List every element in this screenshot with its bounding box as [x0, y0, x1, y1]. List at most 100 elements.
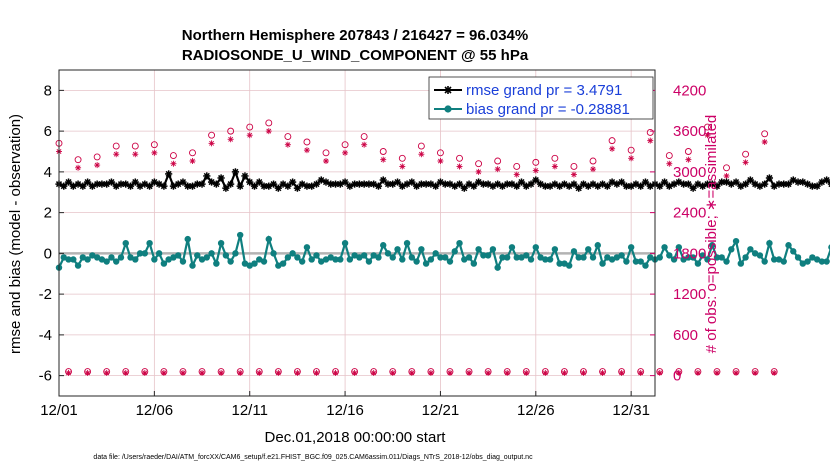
- obs-assimilated-marker: [389, 369, 396, 376]
- bias-point: [766, 239, 773, 247]
- bias-point: [618, 252, 625, 259]
- bias-point: [661, 244, 668, 251]
- obs-assimilated-marker: [599, 369, 606, 376]
- obs-assimilated-marker: [313, 369, 320, 376]
- obs-assimilated-marker: [752, 369, 759, 376]
- bias-point: [470, 260, 478, 267]
- bias-point: [341, 239, 349, 247]
- x-tick-label: 12/11: [232, 402, 268, 419]
- obs-possible-marker: [74, 156, 82, 164]
- bias-point: [303, 244, 311, 251]
- obs-possible-marker: [723, 164, 730, 172]
- obs-assimilated-marker: [713, 369, 720, 376]
- obs-assimilated-marker: [94, 162, 101, 169]
- obs-assimilated-marker: [694, 369, 701, 376]
- bias-point: [723, 258, 730, 265]
- obs-possible-marker: [227, 127, 235, 135]
- bias-point: [599, 260, 606, 267]
- bias-point: [236, 231, 244, 239]
- bias-point: [360, 252, 368, 259]
- bias-point: [694, 260, 702, 267]
- obs-assimilated-marker: [303, 147, 310, 154]
- obs-assimilated-marker: [637, 369, 644, 376]
- bias-point: [270, 250, 277, 257]
- bias-series: [55, 231, 830, 271]
- rmse-point: [660, 178, 669, 186]
- obs-possible-marker: [570, 162, 578, 170]
- bias-point: [279, 260, 287, 267]
- bias-point: [508, 244, 516, 251]
- rmse-point: [107, 178, 116, 186]
- bias-point: [227, 258, 234, 265]
- bias-point: [403, 239, 411, 247]
- obs-assimilated-marker: [704, 132, 711, 139]
- obs-possible-marker: [627, 146, 635, 154]
- obs-assimilated-marker: [323, 158, 330, 165]
- right-tick-label: 3000: [673, 164, 706, 181]
- bias-point: [427, 256, 435, 263]
- obs-assimilated-marker: [513, 171, 520, 178]
- bias-point: [718, 254, 725, 261]
- rmse-point: [713, 182, 721, 190]
- obs-possible-marker: [246, 123, 254, 131]
- rmse-point: [570, 180, 578, 188]
- bias-point: [289, 250, 296, 257]
- rmse-point: [274, 184, 282, 192]
- bias-point: [742, 254, 749, 261]
- rmse-point: [393, 178, 402, 186]
- rmse-point: [131, 178, 139, 186]
- rmse-point: [203, 172, 211, 180]
- obs-possible-marker: [551, 154, 559, 162]
- rmse-point: [541, 182, 549, 190]
- chart-title-line2: RADIOSONDE_U_WIND_COMPONENT @ 55 hPa: [182, 47, 529, 64]
- obs-assimilated-marker: [609, 145, 616, 152]
- x-tick-label: 12/06: [136, 402, 174, 419]
- bias-point: [418, 246, 425, 253]
- rmse-point: [746, 176, 754, 184]
- obs-assimilated-marker: [418, 151, 425, 158]
- rmse-point: [246, 178, 254, 186]
- obs-possible-marker: [208, 131, 216, 139]
- rmse-point: [575, 184, 583, 192]
- rmse-point: [126, 182, 135, 190]
- rmse-point: [236, 182, 244, 190]
- obs-assimilated-marker: [723, 172, 730, 179]
- obs-assimilated-marker: [332, 369, 339, 376]
- rmse-point: [241, 172, 249, 180]
- obs-assimilated-marker: [256, 369, 263, 376]
- obs-possible-marker: [742, 150, 750, 158]
- obs-assimilated-marker: [656, 369, 663, 376]
- bias-point: [627, 244, 635, 251]
- obs-assimilated-marker: [237, 369, 244, 376]
- bias-point: [761, 258, 768, 265]
- obs-assimilated-marker: [761, 138, 768, 145]
- bias-point: [394, 246, 401, 253]
- obs-possible-marker: [93, 153, 101, 161]
- bias-point: [780, 258, 787, 265]
- bias-point: [675, 244, 683, 251]
- obs-possible-marker: [703, 123, 711, 131]
- bias-point: [103, 258, 110, 265]
- bias-point: [298, 258, 306, 265]
- rmse-point: [784, 180, 793, 188]
- rmse-point: [823, 176, 830, 184]
- bias-point: [685, 254, 692, 261]
- bias-point: [532, 244, 539, 251]
- bias-point: [785, 242, 792, 249]
- bias-point: [375, 254, 382, 261]
- bias-point: [437, 254, 444, 261]
- bias-point: [594, 242, 601, 249]
- obs-assimilated-marker: [618, 369, 625, 376]
- obs-assimilated-marker: [561, 369, 568, 376]
- bias-point: [699, 252, 706, 259]
- bias-point: [184, 235, 191, 243]
- bias-point: [155, 250, 163, 257]
- rmse-point: [741, 180, 750, 188]
- bias-point: [670, 256, 678, 263]
- obs-assimilated-marker: [151, 149, 158, 156]
- obs-assimilated-marker: [494, 166, 501, 173]
- bias-point: [442, 254, 449, 261]
- bias-point: [632, 258, 640, 265]
- rmse-point: [618, 178, 626, 186]
- bias-point: [637, 258, 644, 265]
